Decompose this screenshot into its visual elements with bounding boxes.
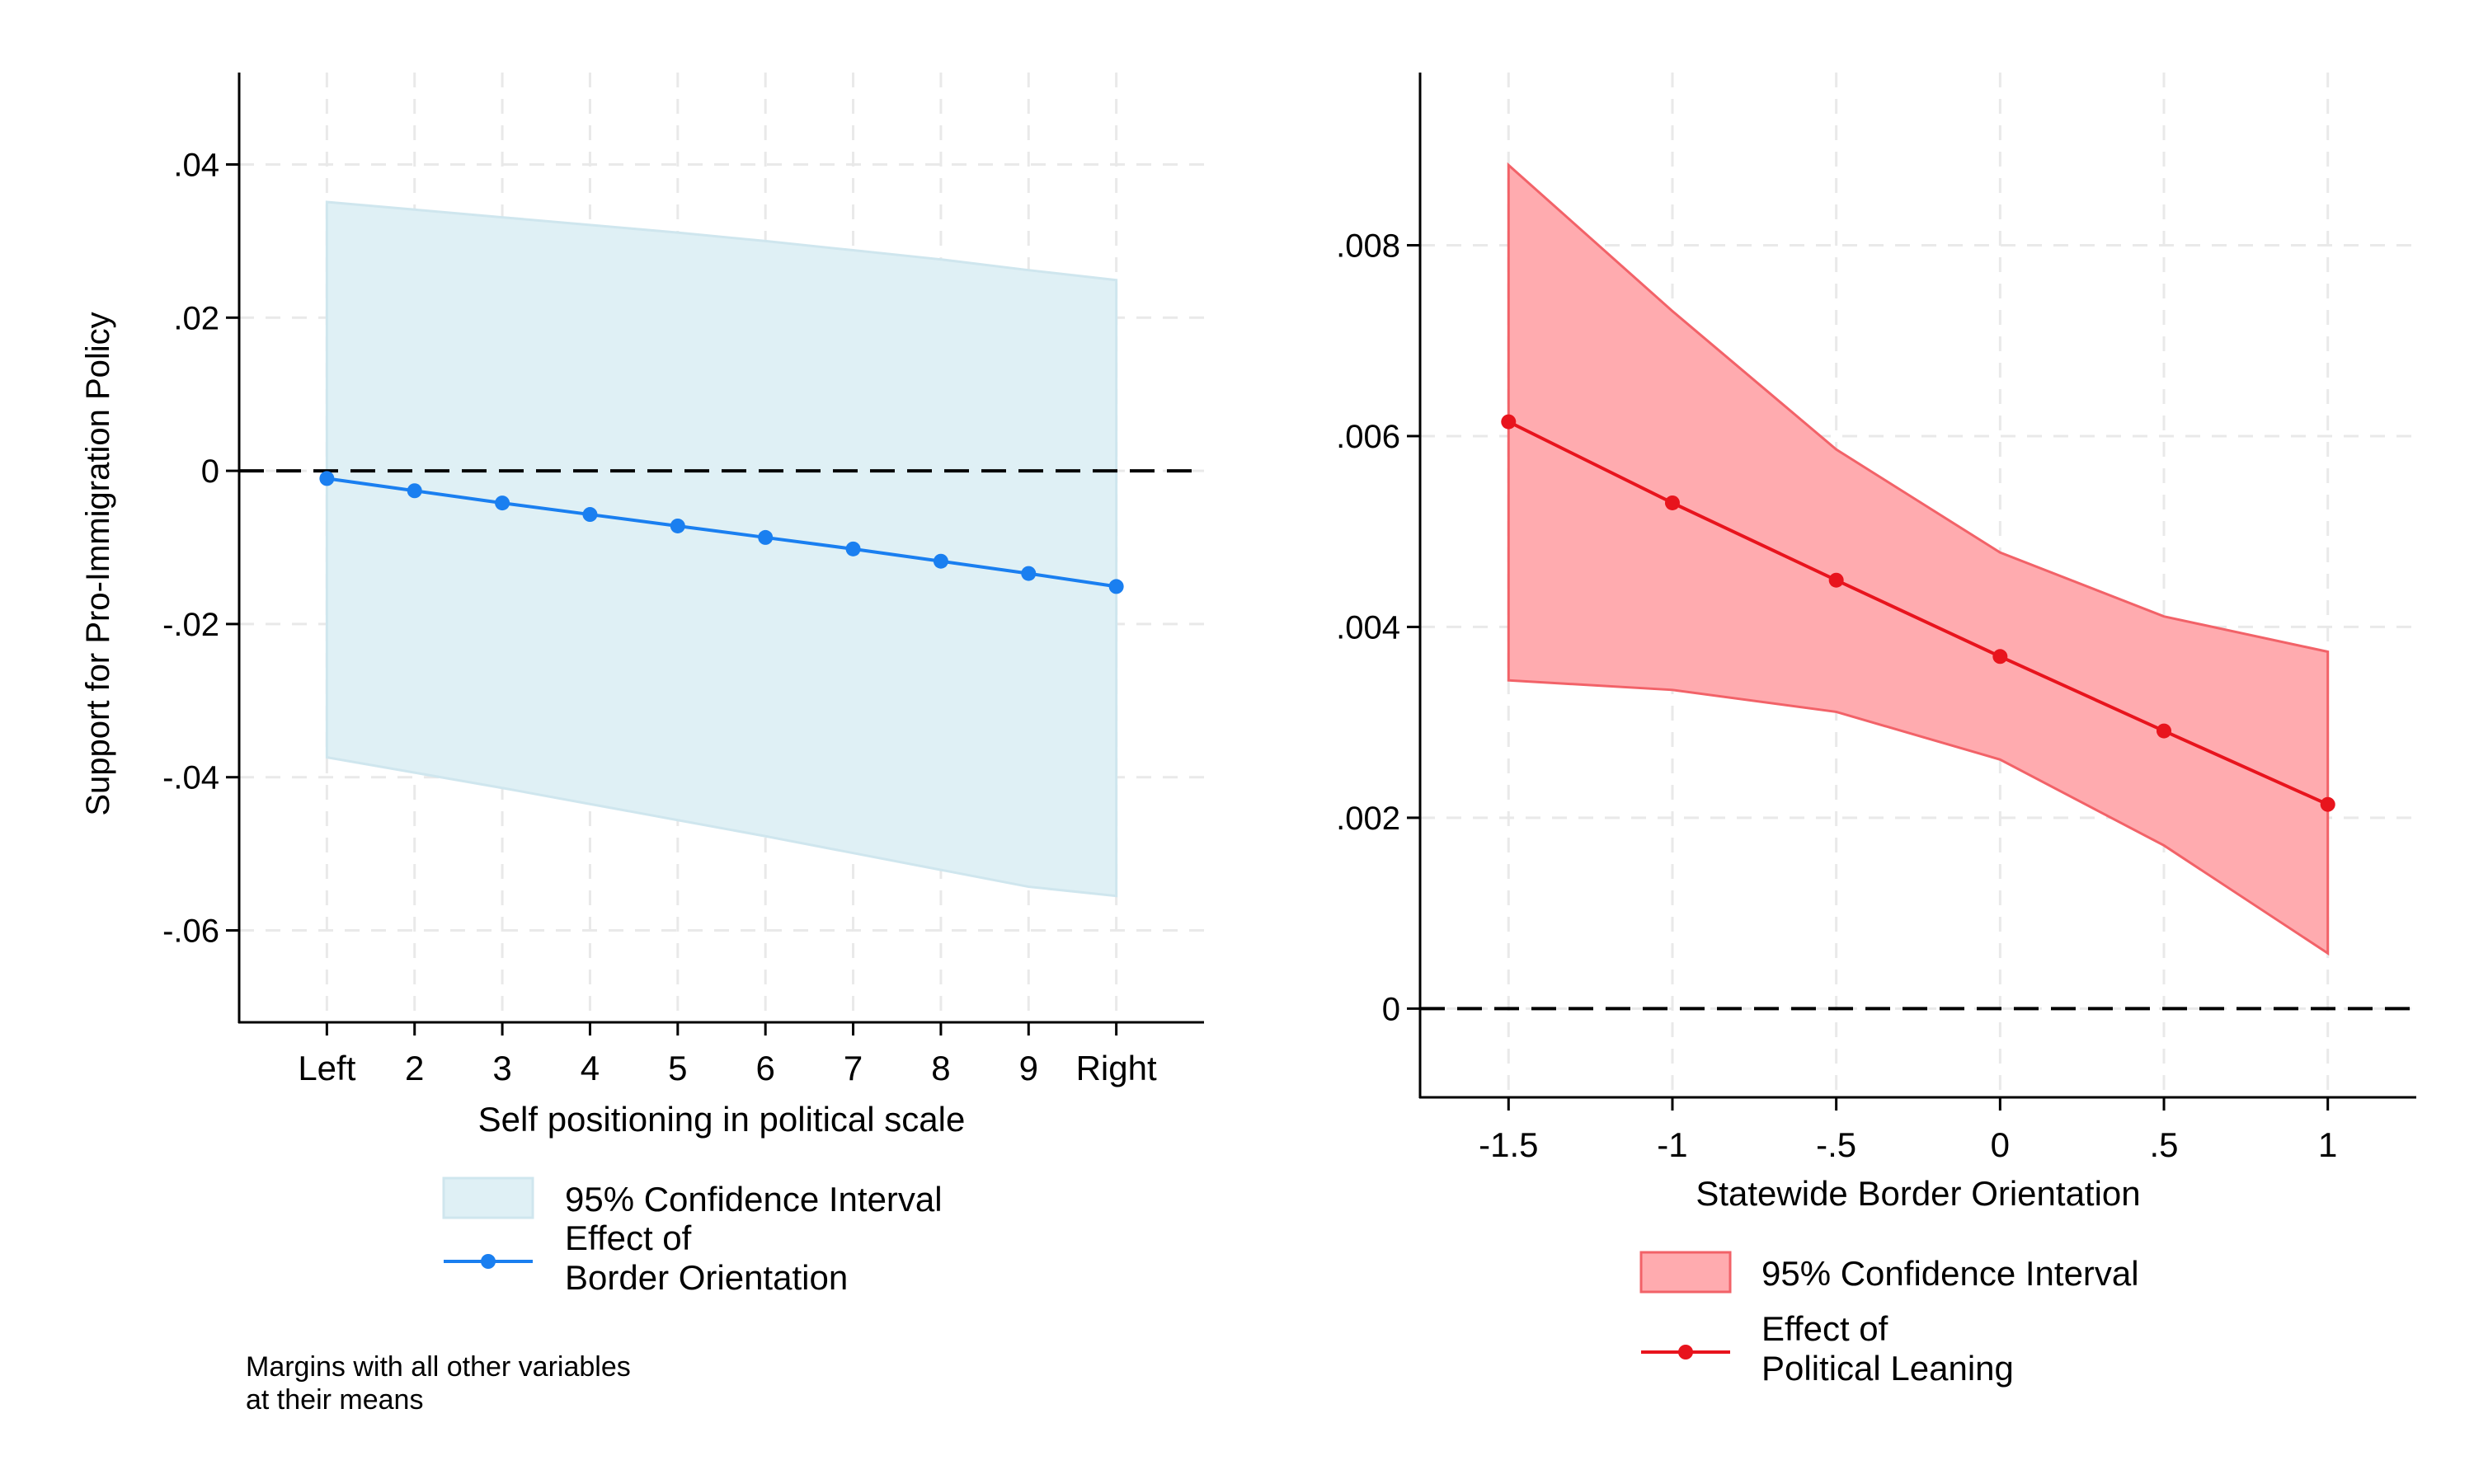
data-point [495, 495, 510, 511]
legend-label-line: Effect of Political Leaning [1761, 1309, 2014, 1388]
legend-swatch-band [442, 1176, 534, 1219]
legend-swatch-marker [1678, 1345, 1693, 1360]
data-point [1664, 495, 1680, 510]
data-point [670, 518, 685, 533]
x-tick-label: 0 [1991, 1125, 2010, 1164]
confidence-band [1507, 162, 2330, 956]
data-point [758, 529, 774, 545]
legend-label-band: 95% Confidence Interval [1761, 1254, 2139, 1293]
x-tick-label: -1 [1657, 1125, 1687, 1164]
x-tick-label: 2 [405, 1049, 424, 1087]
legend-label-band: 95% Confidence Interval [565, 1180, 943, 1219]
y-tick-label: -.02 [162, 607, 219, 643]
y-tick-label: .02 [173, 300, 219, 336]
x-tick-label: 4 [581, 1049, 600, 1087]
data-point [319, 471, 335, 486]
x-tick-label: 9 [1019, 1049, 1038, 1087]
data-point [1021, 566, 1037, 581]
data-point [1501, 414, 1517, 430]
y-tick-label: .006 [1336, 419, 1400, 455]
effect-line [1507, 420, 2329, 806]
x-tick-label: 5 [668, 1049, 687, 1087]
x-tick-label: Right [1076, 1049, 1157, 1087]
y-tick-label: 0 [201, 453, 219, 490]
x-axis-title: Statewide Border Orientation [1696, 1174, 2140, 1213]
data-point [2320, 796, 2335, 812]
left-chart: .04 .02 0 -.02 -.04 -.06 Left 2 3 4 5 6 7 8 9 Right Self… [80, 73, 1204, 1297]
legend-label-line: Effect of Border Orientation [565, 1219, 848, 1297]
data-point [845, 541, 861, 556]
y-tick-label: .004 [1336, 609, 1400, 646]
y-axis-title: Support for Pro-Immigration Policy [80, 312, 116, 815]
margins-note: Margins with all other variables at thei… [246, 1351, 631, 1416]
data-point [582, 507, 598, 523]
y-tick-label: .04 [173, 147, 219, 183]
y-tick-label: .002 [1336, 801, 1400, 837]
x-tick-label: 7 [844, 1049, 863, 1087]
x-tick-label: .5 [2150, 1125, 2179, 1164]
x-tick-label: 1 [2318, 1125, 2337, 1164]
data-point [2157, 723, 2172, 739]
effect-line [327, 477, 1117, 589]
x-tick-label: -1.5 [1479, 1125, 1538, 1164]
x-tick-label: 8 [931, 1049, 950, 1087]
x-tick-label: 3 [492, 1049, 511, 1087]
data-point [407, 483, 422, 499]
x-axis-title: Self positioning in political scale [478, 1100, 966, 1139]
x-tick-label: -.5 [1816, 1125, 1856, 1164]
y-tick-label: 0 [1382, 991, 1400, 1027]
y-tick-label: -.06 [162, 913, 219, 950]
confidence-band [325, 200, 1118, 898]
legend-swatch-band [1639, 1251, 1732, 1294]
data-point [1828, 572, 1844, 588]
x-tick-label: 6 [756, 1049, 775, 1087]
y-tick-label: -.04 [162, 760, 219, 796]
x-tick-label: Left [298, 1049, 355, 1087]
y-tick-label: .008 [1336, 228, 1400, 264]
legend-swatch-marker [481, 1254, 496, 1269]
right-chart: .008 .006 .004 .002 0 -1.5 -1 -.5 0 .5 1 Statewide … [1336, 73, 2416, 1388]
data-point [1992, 649, 2008, 665]
data-point [933, 553, 948, 569]
data-point [1108, 579, 1124, 594]
